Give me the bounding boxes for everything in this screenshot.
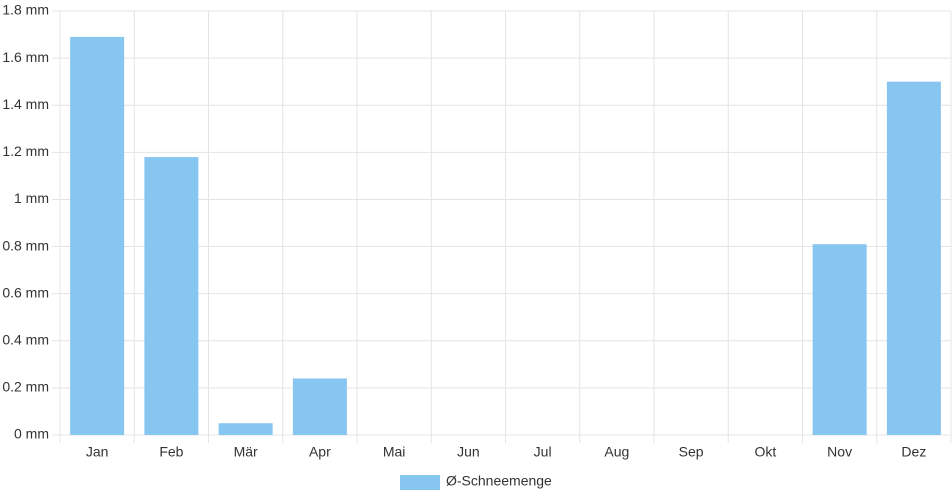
y-tick-label: 1.2 mm bbox=[2, 143, 49, 159]
x-tick-label: Jul bbox=[534, 444, 552, 460]
x-tick-label: Dez bbox=[901, 444, 926, 460]
x-tick-label: Okt bbox=[754, 444, 776, 460]
x-tick-label: Mär bbox=[234, 444, 258, 460]
x-tick-label: Aug bbox=[604, 444, 629, 460]
x-tick-label: Jun bbox=[457, 444, 480, 460]
y-tick-label: 1.4 mm bbox=[2, 96, 49, 112]
y-tick-label: 0 mm bbox=[14, 426, 49, 442]
y-tick-label: 1.6 mm bbox=[2, 49, 49, 65]
y-tick-label: 0.2 mm bbox=[2, 379, 49, 395]
x-tick-label: Feb bbox=[159, 444, 183, 460]
x-tick-label: Nov bbox=[827, 444, 852, 460]
bar bbox=[886, 81, 941, 436]
legend-swatch bbox=[400, 475, 440, 490]
y-tick-label: 0.6 mm bbox=[2, 284, 49, 300]
bar bbox=[292, 378, 347, 435]
y-tick-label: 1 mm bbox=[14, 190, 49, 206]
x-tick-label: Sep bbox=[679, 444, 704, 460]
x-tick-label: Jan bbox=[86, 444, 109, 460]
bar bbox=[70, 36, 125, 436]
y-tick-label: 1.8 mm bbox=[2, 2, 49, 18]
x-tick-label: Apr bbox=[309, 444, 331, 460]
bar bbox=[144, 157, 199, 436]
bar bbox=[218, 423, 273, 435]
x-tick-label: Mai bbox=[383, 444, 406, 460]
legend-label: Ø-Schneemenge bbox=[446, 473, 552, 489]
y-tick-label: 0.4 mm bbox=[2, 331, 49, 347]
y-tick-label: 0.8 mm bbox=[2, 237, 49, 253]
bar bbox=[812, 244, 867, 435]
